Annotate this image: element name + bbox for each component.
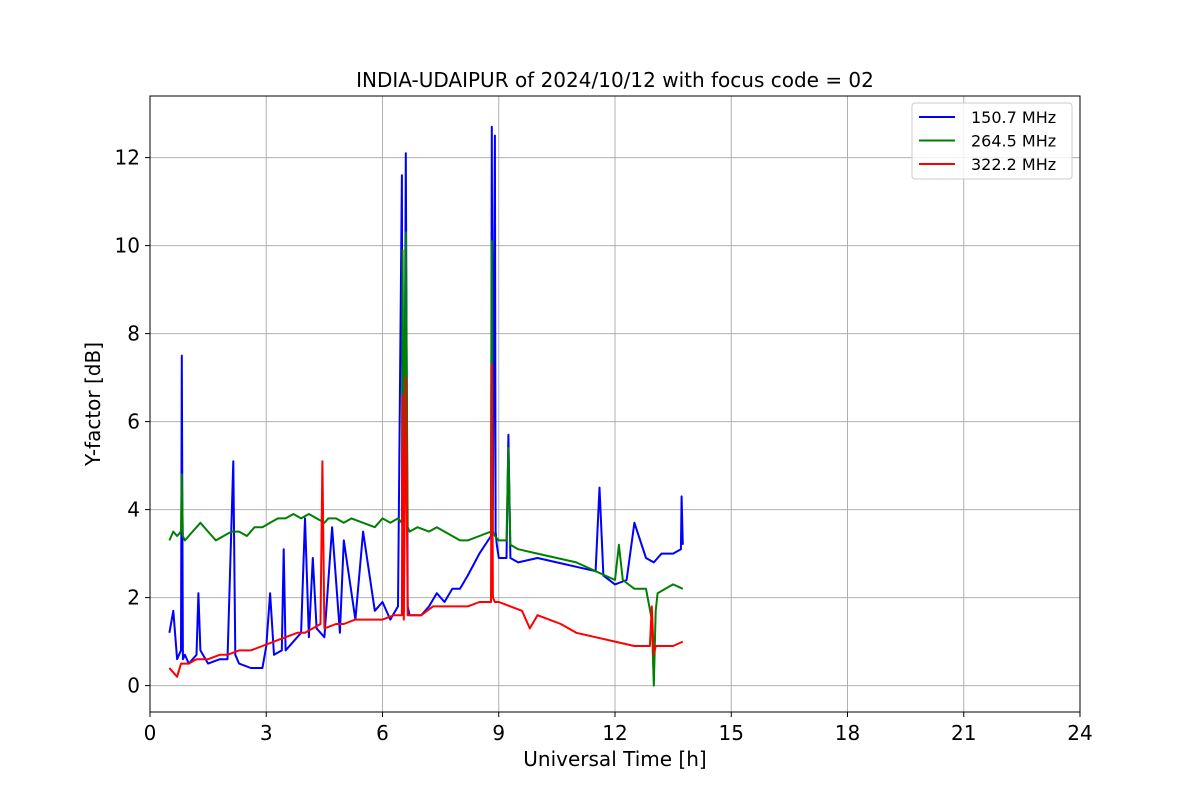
y-tick-label: 4 [127,498,140,522]
x-tick-label: 21 [951,721,976,745]
y-axis-label: Y-factor [dB] [81,342,105,467]
x-tick-label: 9 [492,721,505,745]
legend-label: 150.7 MHz [971,108,1056,127]
chart-title: INDIA-UDAIPUR of 2024/10/12 with focus c… [356,68,874,92]
x-axis-ticks: 0 3 6 9 12 15 18 21 24 [144,712,1093,745]
x-axis-label: Universal Time [h] [523,747,706,771]
series-layer [168,125,684,687]
x-tick-label: 0 [144,721,157,745]
legend-items: 150.7 MHz 264.5 MHz 322.2 MHz [919,108,1056,174]
x-tick-label: 12 [602,721,627,745]
x-tick-label: 24 [1067,721,1092,745]
y-tick-label: 8 [127,322,140,346]
series-line-1 [168,125,684,669]
x-tick-label: 6 [376,721,389,745]
y-tick-label: 12 [115,146,140,170]
legend-label: 322.2 MHz [971,155,1056,174]
x-tick-label: 18 [835,721,860,745]
y-tick-label: 2 [127,586,140,610]
series-line-3 [168,363,684,678]
legend-frame [911,102,1073,180]
x-tick-label: 3 [260,721,273,745]
legend: 150.7 MHz 264.5 MHz 322.2 MHz [911,102,1073,180]
y-tick-label: 6 [127,410,140,434]
x-tick-label: 15 [719,721,744,745]
legend-label: 264.5 MHz [971,132,1056,151]
y-tick-label: 10 [115,234,140,258]
y-tick-label: 0 [127,674,140,698]
y-axis-ticks: 0 2 4 6 8 10 12 [115,146,150,698]
